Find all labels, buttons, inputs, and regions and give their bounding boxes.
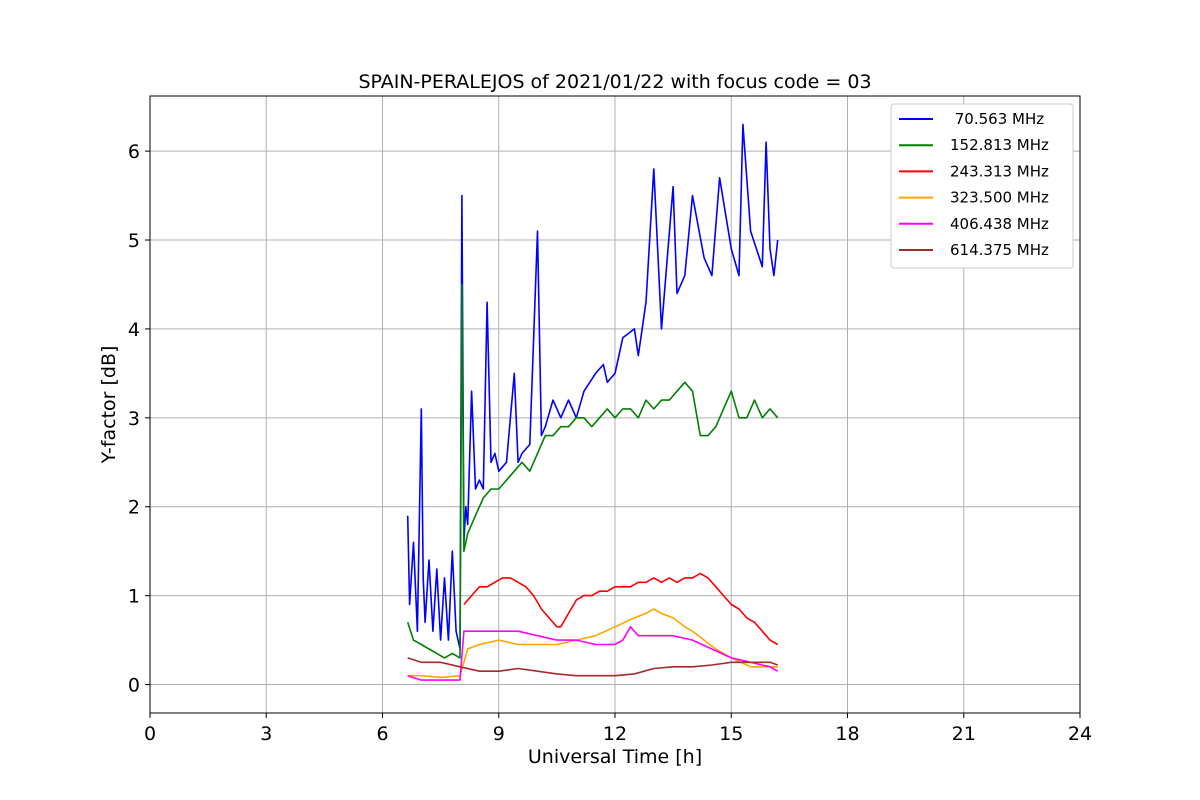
legend-entry: 406.438 MHz [950,215,1049,233]
x-tick-label: 15 [719,723,743,745]
y-tick-label: 3 [128,408,140,430]
series-line-6 [407,657,778,677]
x-tick-label: 6 [376,723,388,745]
y-tick-label: 2 [128,497,140,519]
series-line-1 [406,123,779,650]
x-tick-label: 21 [952,723,976,745]
legend-box [890,103,1074,269]
series-line-3 [463,572,779,646]
series-lines [406,123,779,681]
y-tick-label: 4 [128,319,140,341]
series-line-4 [407,608,778,679]
x-axis-label: Universal Time [h] [528,746,702,768]
series-line-2 [406,283,779,659]
series-line-5 [407,625,779,681]
legend-entry: 323.500 MHz [950,189,1049,207]
legend-entry: 70.563 MHz [950,110,1044,128]
y-axis-label: Y-factor [dB] [98,346,120,465]
legend-entry: 614.375 MHz [950,241,1049,259]
legend-entry: 243.313 MHz [950,162,1049,180]
legend-entry: 152.813 MHz [950,136,1049,154]
x-tick-label: 18 [835,723,859,745]
y-tick-label: 1 [128,586,140,608]
x-tick-label: 12 [603,723,627,745]
x-tick-label: 24 [1068,723,1092,745]
y-tick-label: 5 [128,230,140,252]
x-tick-label: 0 [144,723,156,745]
legend: 70.563 MHz 152.813 MHz 243.313 MHz 323.500 … [890,103,1074,269]
x-tick-label: 3 [260,723,272,745]
chart-title: SPAIN-PERALEJOS of 2021/01/22 with focus… [358,71,871,93]
y-tick-label: 0 [128,675,140,697]
x-tick-label: 9 [493,723,505,745]
y-tick-label: 6 [128,141,140,163]
